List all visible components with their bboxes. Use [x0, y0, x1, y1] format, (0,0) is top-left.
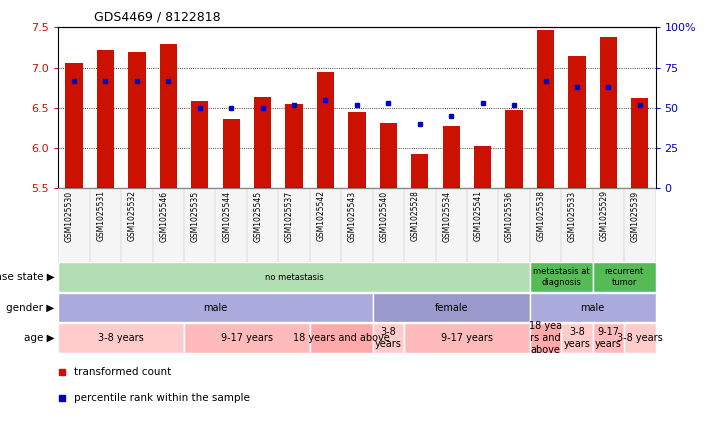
Text: 9-17 years: 9-17 years: [221, 333, 273, 343]
FancyBboxPatch shape: [58, 293, 373, 322]
Text: GSM1025531: GSM1025531: [97, 190, 105, 242]
Bar: [411, 154, 429, 188]
Bar: [474, 146, 491, 188]
Text: female: female: [434, 302, 468, 313]
Bar: [600, 37, 617, 188]
Text: 3-8
years: 3-8 years: [375, 327, 402, 349]
Bar: [404, 188, 436, 262]
Bar: [128, 52, 146, 188]
FancyBboxPatch shape: [184, 323, 310, 353]
FancyBboxPatch shape: [58, 262, 530, 292]
FancyBboxPatch shape: [58, 323, 184, 353]
Text: GSM1025534: GSM1025534: [442, 190, 451, 242]
Bar: [537, 30, 554, 188]
FancyBboxPatch shape: [404, 323, 530, 353]
Bar: [373, 188, 404, 262]
Bar: [593, 188, 624, 262]
Text: GDS4469 / 8122818: GDS4469 / 8122818: [94, 10, 220, 23]
Bar: [254, 97, 272, 188]
Text: male: male: [581, 302, 605, 313]
Text: GSM1025545: GSM1025545: [254, 190, 262, 242]
Bar: [58, 188, 90, 262]
Text: GSM1025533: GSM1025533: [568, 190, 577, 242]
Text: GSM1025539: GSM1025539: [631, 190, 640, 242]
FancyBboxPatch shape: [373, 323, 404, 353]
Text: 18 yea
rs and
above: 18 yea rs and above: [529, 321, 562, 354]
Bar: [247, 188, 278, 262]
Bar: [436, 188, 467, 262]
Bar: [160, 44, 177, 188]
FancyBboxPatch shape: [373, 293, 530, 322]
Bar: [278, 188, 310, 262]
Bar: [348, 112, 365, 188]
FancyBboxPatch shape: [593, 262, 656, 292]
Bar: [467, 188, 498, 262]
Text: GSM1025529: GSM1025529: [599, 190, 609, 242]
FancyBboxPatch shape: [624, 323, 656, 353]
FancyBboxPatch shape: [530, 262, 593, 292]
Text: GSM1025536: GSM1025536: [505, 190, 514, 242]
Text: GSM1025541: GSM1025541: [474, 190, 483, 242]
Text: GSM1025544: GSM1025544: [222, 190, 231, 242]
Bar: [310, 188, 341, 262]
Text: 3-8 years: 3-8 years: [98, 333, 144, 343]
Bar: [317, 72, 334, 188]
FancyBboxPatch shape: [530, 323, 561, 353]
FancyBboxPatch shape: [530, 293, 656, 322]
Bar: [215, 188, 247, 262]
FancyBboxPatch shape: [310, 323, 373, 353]
Text: male: male: [203, 302, 228, 313]
Text: GSM1025543: GSM1025543: [348, 190, 357, 242]
Bar: [506, 110, 523, 188]
FancyBboxPatch shape: [561, 323, 593, 353]
Text: metastasis at
diagnosis: metastasis at diagnosis: [533, 267, 589, 287]
Text: age ▶: age ▶: [24, 333, 55, 343]
Text: 18 years and above: 18 years and above: [293, 333, 390, 343]
Text: GSM1025546: GSM1025546: [159, 190, 169, 242]
Bar: [65, 63, 82, 188]
Bar: [568, 56, 586, 188]
Bar: [191, 101, 208, 188]
Bar: [561, 188, 593, 262]
Bar: [223, 119, 240, 188]
Bar: [631, 98, 648, 188]
Text: GSM1025542: GSM1025542: [316, 190, 326, 242]
Text: GSM1025537: GSM1025537: [285, 190, 294, 242]
Text: GSM1025535: GSM1025535: [191, 190, 200, 242]
Bar: [442, 126, 460, 188]
Bar: [498, 188, 530, 262]
Text: disease state ▶: disease state ▶: [0, 272, 55, 282]
Text: 3-8 years: 3-8 years: [617, 333, 663, 343]
Text: gender ▶: gender ▶: [6, 302, 55, 313]
Text: 9-17 years: 9-17 years: [441, 333, 493, 343]
Text: recurrent
tumor: recurrent tumor: [604, 267, 643, 287]
Bar: [90, 188, 121, 262]
Bar: [380, 123, 397, 188]
Bar: [341, 188, 373, 262]
Text: GSM1025530: GSM1025530: [65, 190, 74, 242]
Text: GSM1025532: GSM1025532: [128, 190, 137, 242]
Text: GSM1025528: GSM1025528: [411, 190, 419, 242]
Bar: [184, 188, 215, 262]
Text: transformed count: transformed count: [74, 367, 171, 376]
Bar: [97, 50, 114, 188]
Text: no metastasis: no metastasis: [264, 272, 324, 282]
Bar: [121, 188, 153, 262]
Bar: [285, 104, 303, 188]
Bar: [624, 188, 656, 262]
Text: 3-8
years: 3-8 years: [564, 327, 590, 349]
Text: GSM1025538: GSM1025538: [537, 190, 545, 242]
FancyBboxPatch shape: [593, 323, 624, 353]
Text: GSM1025540: GSM1025540: [380, 190, 388, 242]
Text: 9-17
years: 9-17 years: [595, 327, 622, 349]
Bar: [530, 188, 561, 262]
Bar: [153, 188, 184, 262]
Text: percentile rank within the sample: percentile rank within the sample: [74, 393, 250, 403]
